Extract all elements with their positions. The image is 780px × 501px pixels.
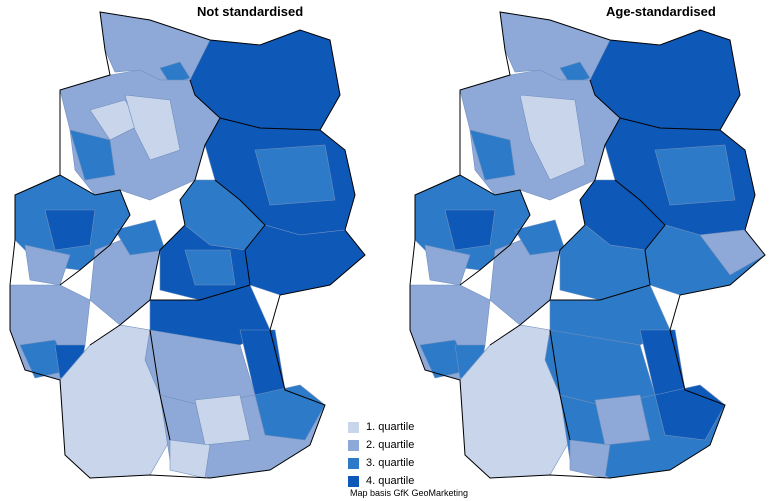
region-ruhr <box>44 209 96 251</box>
legend-swatch <box>348 439 359 451</box>
legend-swatch <box>348 475 359 487</box>
region-allgaeu <box>569 439 611 479</box>
legend-item: 4. quartile <box>348 472 414 490</box>
region-lower-saxony-east <box>124 94 181 161</box>
germany-map-left <box>9 11 366 479</box>
map-not-standardised: Not standardised <box>0 0 380 501</box>
region-hamburg <box>559 61 591 85</box>
map-credit: Map basis GfK GeoMarketing <box>350 488 469 498</box>
map-age-standardised: Age-standardised <box>400 0 780 501</box>
region-weser-ems <box>69 129 116 181</box>
region-brandenburg-inner <box>254 144 336 206</box>
region-ruhr <box>444 209 496 251</box>
legend-label: 1. quartile <box>366 421 415 433</box>
legend-item: 2. quartile <box>348 436 414 454</box>
legend-label: 3. quartile <box>366 457 415 469</box>
germany-map-right <box>409 11 766 479</box>
state-borders <box>409 11 766 479</box>
region-thuringia-inner <box>184 249 236 286</box>
legend: 1. quartile 2. quartile 3. quartile 4. q… <box>348 418 414 490</box>
region-weser-ems <box>469 129 516 181</box>
region-munich <box>594 394 651 446</box>
legend-item: 3. quartile <box>348 454 414 472</box>
legend-swatch <box>348 421 359 433</box>
region-brandenburg-inner <box>654 144 736 206</box>
region-saxony <box>244 224 366 296</box>
map-title: Not standardised <box>197 4 304 19</box>
state-borders <box>9 11 366 479</box>
legend-label: 4. quartile <box>366 475 415 487</box>
legend-item: 1. quartile <box>348 418 414 436</box>
region-munich <box>194 394 251 446</box>
region-lower-saxony-east <box>519 94 586 181</box>
legend-label: 2. quartile <box>366 439 415 451</box>
legend-swatch <box>348 457 359 469</box>
region-allgaeu <box>169 439 211 479</box>
map-title: Age-standardised <box>606 4 716 19</box>
region-hamburg <box>159 61 191 85</box>
